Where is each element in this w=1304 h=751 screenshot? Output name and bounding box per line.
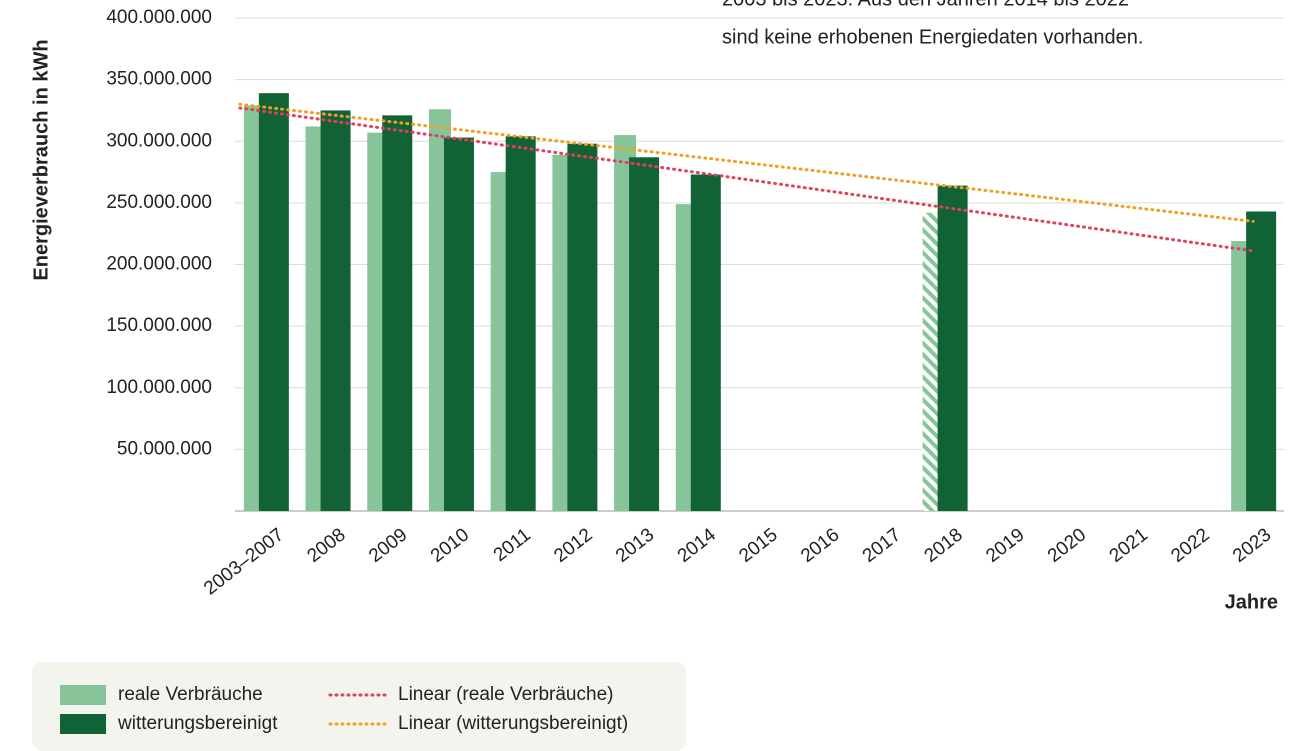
x-tick-label: 2009 [365,524,411,567]
y-tick-label: 250.000.000 [106,192,212,213]
y-tick-label: 150.000.000 [106,315,212,336]
x-tick-label: 2010 [427,524,473,567]
legend-box [32,662,686,751]
x-axis-label: Jahre [1225,591,1278,613]
y-tick-label: 50.000.000 [117,438,212,459]
x-tick-label: 2020 [1044,524,1090,567]
legend-swatch [60,714,106,734]
legend-swatch [60,685,106,705]
x-tick-label: 2014 [674,524,721,567]
bar [258,93,289,512]
bar [629,157,660,511]
annotation: sind keine erhobenen Energiedaten vorhan… [722,26,1143,48]
trend-line [238,106,1255,253]
x-tick-label: 2016 [797,524,843,567]
bar [567,143,598,511]
legend-label: Linear (reale Verbräuche) [398,684,613,705]
x-tick-label: 2008 [303,524,349,567]
bar [1246,211,1277,511]
x-tick-label: 2017 [859,524,905,567]
bar [382,115,413,512]
x-tick-label: 2015 [735,524,781,567]
y-tick-label: 400.000.000 [106,7,212,28]
y-tick-label: 200.000.000 [106,254,212,275]
x-tick-label: 2018 [921,524,967,567]
legend-label: Linear (witterungsbereinigt) [398,713,628,734]
y-axis-label: Energieverbrauch in kWh [30,39,52,280]
annotation: 2003 bis 2023. Aus den Jahren 2014 bis 2… [722,0,1129,10]
x-tick-label: 2013 [612,524,658,567]
x-tick-label: 2012 [550,524,596,567]
bar [320,110,351,511]
y-tick-label: 100.000.000 [106,377,212,398]
bar [505,136,536,511]
bar [443,137,474,512]
trend-line [238,102,1255,223]
y-tick-label: 300.000.000 [106,130,212,151]
x-tick-label: 2011 [490,524,535,566]
y-tick-label: 350.000.000 [106,69,212,90]
x-tick-label: 2022 [1167,524,1213,567]
legend-label: reale Verbräuche [118,684,263,705]
x-tick-label: 2021 [1106,524,1152,567]
bar [690,174,721,511]
x-tick-label: 2003–2007 [200,524,288,599]
bar [937,185,968,511]
x-tick-label: 2019 [982,524,1028,567]
x-tick-label: 2023 [1229,524,1275,567]
legend-label: witterungsbereinigt [117,713,278,734]
